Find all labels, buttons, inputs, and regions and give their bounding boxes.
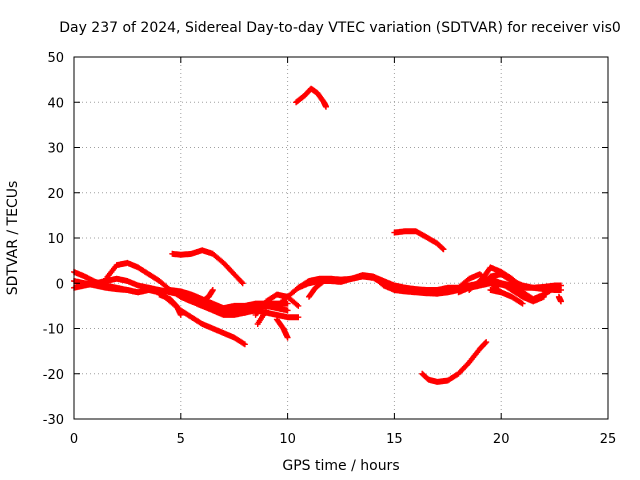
data-points [71, 85, 564, 385]
data-track [199, 287, 216, 305]
y-tick-label: 10 [47, 232, 64, 247]
y-tick-label: 30 [47, 142, 64, 157]
chart-title: Day 237 of 2024, Sidereal Day-to-day VTE… [59, 20, 621, 36]
data-track [487, 287, 526, 307]
data-track [555, 293, 564, 305]
data-track [293, 85, 329, 110]
data-track [419, 339, 490, 385]
x-tick-label: 5 [177, 432, 185, 447]
data-track [391, 228, 447, 253]
y-tick-label: -30 [43, 413, 64, 428]
data-point-markers [293, 85, 329, 110]
x-tick-label: 25 [600, 432, 617, 447]
x-tick-label: 15 [386, 432, 403, 447]
data-track [508, 284, 558, 303]
data-point-markers [169, 247, 246, 287]
data-point-markers [466, 264, 526, 293]
x-tick-label: 0 [70, 432, 78, 447]
data-point-markers [273, 316, 291, 341]
y-tick-label: 0 [56, 277, 64, 292]
data-point-markers [156, 291, 184, 318]
y-tick-label: -20 [43, 368, 64, 383]
grid-lines [74, 57, 608, 419]
y-tick-label: 50 [47, 51, 64, 66]
data-track [254, 307, 270, 327]
data-point-markers [487, 287, 526, 307]
x-axis-label: GPS time / hours [282, 458, 399, 474]
data-point-markers [306, 278, 327, 300]
data-track [273, 316, 291, 341]
y-tick-label: 40 [47, 96, 64, 111]
data-point-markers [254, 307, 270, 327]
data-track [306, 278, 327, 300]
data-track [466, 264, 526, 293]
data-track [169, 247, 246, 287]
y-tick-label: -10 [43, 323, 64, 338]
data-point-markers [419, 339, 490, 385]
data-point-markers [199, 287, 216, 305]
data-point-markers [391, 228, 447, 253]
x-tick-label: 20 [493, 432, 510, 447]
axis-ticks: 0 5 10 15 20 25 -30 -20 -10 0 10 20 30 40 50 [43, 51, 617, 447]
y-tick-label: 20 [47, 187, 64, 202]
data-point-markers [555, 293, 564, 305]
y-axis-label: SDTVAR / TECUs [5, 181, 21, 296]
data-point-markers [508, 284, 558, 303]
data-track [156, 291, 184, 318]
x-tick-label: 10 [279, 432, 296, 447]
